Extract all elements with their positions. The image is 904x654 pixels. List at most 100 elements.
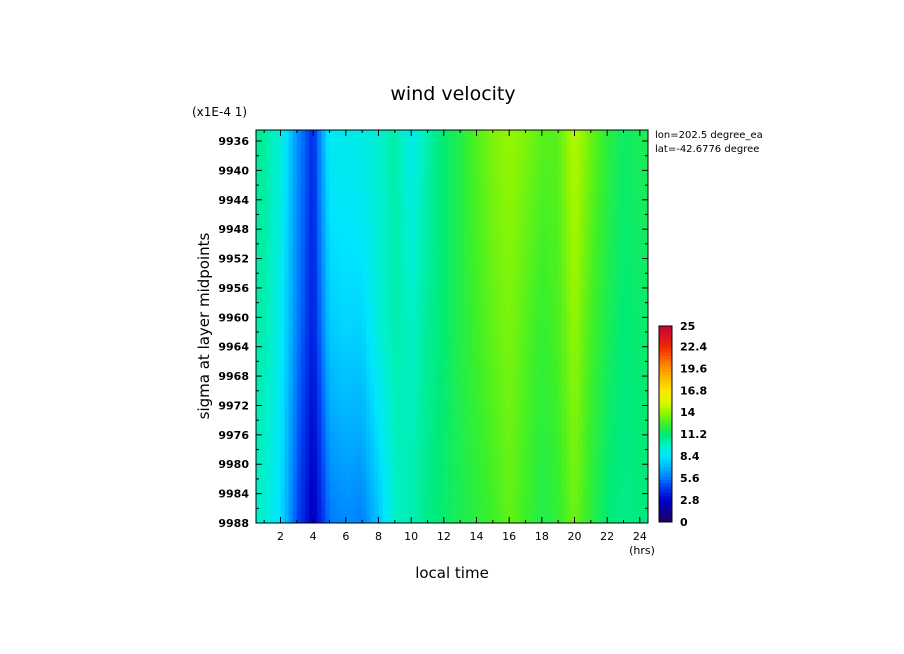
heatmap-cell bbox=[419, 334, 425, 344]
heatmap-cell bbox=[341, 334, 347, 344]
heatmap-cell bbox=[480, 261, 486, 270]
heatmap-cell bbox=[415, 146, 420, 156]
heatmap-cell bbox=[443, 261, 449, 270]
heatmap-cell bbox=[443, 228, 449, 238]
heatmap-cell bbox=[292, 195, 298, 205]
heatmap-cell bbox=[382, 301, 388, 311]
heatmap-cell bbox=[321, 277, 327, 287]
heatmap-cell bbox=[345, 449, 351, 459]
heatmap-cell bbox=[590, 179, 596, 188]
heatmap-cell bbox=[398, 154, 404, 164]
heatmap-cell bbox=[476, 326, 482, 336]
heatmap-cell bbox=[435, 383, 441, 393]
heatmap-cell bbox=[484, 154, 490, 164]
heatmap-cell bbox=[468, 457, 474, 467]
heatmap-cell bbox=[435, 424, 441, 434]
heatmap-cell bbox=[631, 138, 637, 147]
heatmap-cell bbox=[435, 351, 441, 360]
heatmap-cell bbox=[627, 252, 633, 262]
heatmap-cell bbox=[537, 408, 543, 418]
heatmap-cell bbox=[280, 236, 286, 246]
heatmap-cell bbox=[590, 244, 596, 254]
heatmap-cell bbox=[256, 228, 261, 238]
heatmap-cell bbox=[562, 228, 567, 238]
heatmap-cell bbox=[550, 359, 555, 369]
heatmap-cell bbox=[631, 277, 637, 287]
heatmap-cell bbox=[537, 261, 543, 270]
heatmap-cell bbox=[366, 490, 371, 500]
heatmap-cell bbox=[411, 211, 416, 221]
heatmap-cell bbox=[452, 301, 457, 311]
heatmap-cell bbox=[631, 203, 637, 213]
colorbar-segment bbox=[659, 505, 672, 510]
heatmap-cell bbox=[607, 261, 612, 270]
heatmap-cell bbox=[541, 498, 547, 508]
heatmap-cell bbox=[272, 498, 278, 508]
heatmap-cell bbox=[390, 432, 396, 442]
heatmap-cell bbox=[460, 244, 465, 254]
heatmap-cell bbox=[447, 465, 453, 475]
heatmap-cell bbox=[460, 424, 465, 434]
heatmap-cell bbox=[501, 179, 506, 188]
heatmap-cell bbox=[529, 269, 535, 278]
heatmap-cell bbox=[390, 162, 396, 172]
heatmap-cell bbox=[586, 326, 592, 336]
heatmap-cell bbox=[378, 301, 384, 311]
heatmap-cell bbox=[513, 498, 518, 508]
heatmap-cell bbox=[403, 375, 408, 385]
heatmap-cell bbox=[578, 130, 584, 139]
heatmap-cell bbox=[423, 375, 429, 385]
heatmap-cell bbox=[390, 195, 396, 205]
heatmap-cell bbox=[452, 146, 457, 156]
heatmap-cell bbox=[305, 482, 310, 491]
heatmap-cell bbox=[305, 277, 310, 287]
heatmap-cell bbox=[566, 285, 572, 295]
heatmap-cell bbox=[411, 195, 416, 205]
heatmap-cell bbox=[566, 162, 572, 172]
heatmap-cell bbox=[627, 408, 633, 418]
heatmap-cell bbox=[358, 342, 363, 352]
annotation-lon: lon=202.5 degree_ea bbox=[655, 130, 763, 141]
heatmap-cell bbox=[607, 162, 612, 172]
heatmap-cell bbox=[370, 195, 376, 205]
heatmap-cell bbox=[378, 424, 384, 434]
heatmap-cell bbox=[337, 187, 343, 197]
heatmap-cell bbox=[272, 195, 278, 205]
heatmap-cell bbox=[313, 179, 318, 188]
heatmap-cell bbox=[505, 449, 510, 459]
heatmap-cell bbox=[496, 514, 502, 523]
colorbar-segment bbox=[659, 355, 672, 360]
heatmap-cell bbox=[562, 261, 567, 270]
heatmap-cell bbox=[419, 392, 425, 401]
heatmap-cell bbox=[276, 195, 282, 205]
heatmap-cell bbox=[578, 187, 584, 197]
heatmap-cell bbox=[407, 301, 412, 311]
heatmap-cell bbox=[403, 514, 408, 523]
heatmap-cell bbox=[337, 138, 343, 147]
heatmap-cell bbox=[501, 490, 506, 500]
heatmap-cell bbox=[460, 351, 465, 360]
heatmap-cell bbox=[260, 211, 265, 221]
heatmap-cell bbox=[329, 326, 335, 336]
heatmap-cell bbox=[631, 179, 637, 188]
heatmap-cell bbox=[284, 506, 290, 516]
heatmap-cell bbox=[456, 367, 461, 377]
heatmap-cell bbox=[582, 301, 588, 311]
heatmap-cell bbox=[329, 203, 335, 213]
heatmap-cell bbox=[611, 138, 616, 147]
heatmap-cell bbox=[386, 244, 392, 254]
heatmap-cell bbox=[545, 465, 551, 475]
heatmap-cell bbox=[349, 334, 355, 344]
heatmap-cell bbox=[537, 367, 543, 377]
heatmap-cell bbox=[611, 293, 616, 303]
heatmap-cell bbox=[415, 293, 420, 303]
heatmap-cell bbox=[537, 342, 543, 352]
heatmap-cell bbox=[488, 334, 494, 344]
heatmap-cell bbox=[488, 277, 494, 287]
heatmap-cell bbox=[378, 400, 384, 409]
heatmap-cell bbox=[517, 187, 523, 197]
heatmap-cell bbox=[260, 244, 265, 254]
heatmap-cell bbox=[525, 211, 531, 221]
heatmap-cell bbox=[476, 465, 482, 475]
heatmap-cell bbox=[566, 506, 572, 516]
